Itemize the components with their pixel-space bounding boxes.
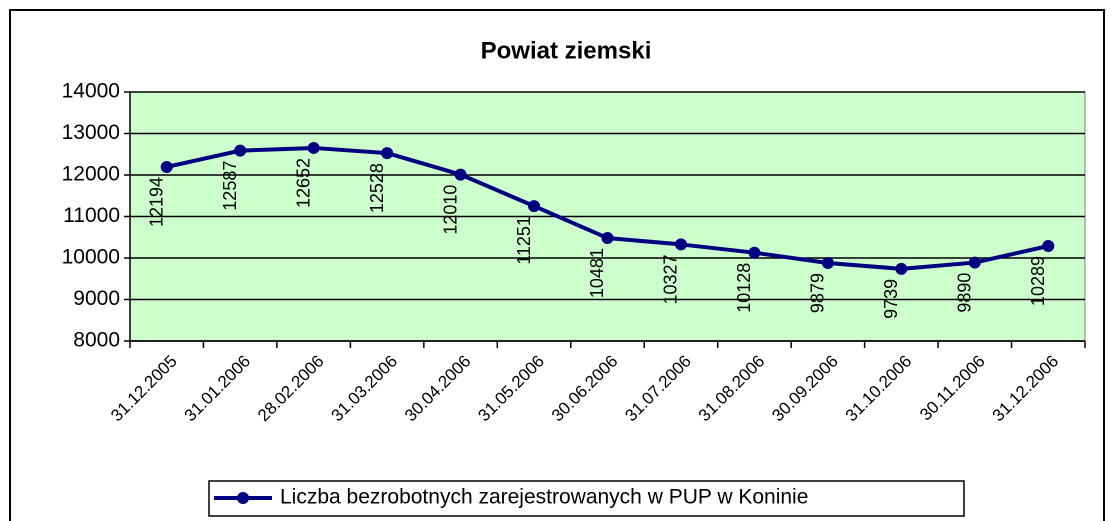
data-label: 9739 — [881, 279, 901, 319]
data-label: 10289 — [1028, 256, 1048, 306]
data-point — [381, 147, 394, 160]
y-tick-label: 12000 — [62, 163, 120, 186]
legend-box — [208, 480, 965, 517]
data-point — [234, 144, 247, 157]
data-label: 9890 — [955, 273, 975, 313]
data-point — [895, 262, 908, 275]
legend-label: Liczba bezrobotnych zarejestrowanych w P… — [280, 486, 808, 509]
data-point — [1042, 240, 1055, 253]
data-point — [748, 246, 761, 259]
y-tick-label: 10000 — [62, 246, 120, 269]
data-label: 9879 — [808, 273, 828, 313]
data-label: 12652 — [293, 158, 313, 208]
chart-title: Powiat ziemski — [481, 37, 652, 64]
y-tick-label: 8000 — [73, 329, 120, 352]
data-label: 10481 — [587, 248, 607, 298]
data-label: 12587 — [220, 161, 240, 211]
y-tick-label: 11000 — [63, 204, 120, 227]
data-point — [528, 200, 541, 213]
legend-marker — [237, 492, 249, 504]
y-tick-label: 13000 — [62, 121, 120, 144]
data-point — [968, 256, 981, 269]
data-label: 10327 — [661, 254, 681, 304]
y-tick-label: 14000 — [62, 80, 120, 103]
data-point — [454, 168, 467, 181]
data-point — [160, 160, 173, 173]
data-label: 12528 — [367, 163, 387, 213]
data-label: 12194 — [146, 177, 166, 227]
data-label: 12010 — [440, 185, 460, 235]
data-point — [601, 232, 614, 245]
data-point — [307, 141, 320, 154]
y-tick-label: 9000 — [73, 287, 120, 310]
data-point — [821, 257, 834, 270]
data-label: 10128 — [734, 263, 754, 313]
data-label: 11251 — [514, 216, 534, 265]
data-point — [674, 238, 687, 251]
